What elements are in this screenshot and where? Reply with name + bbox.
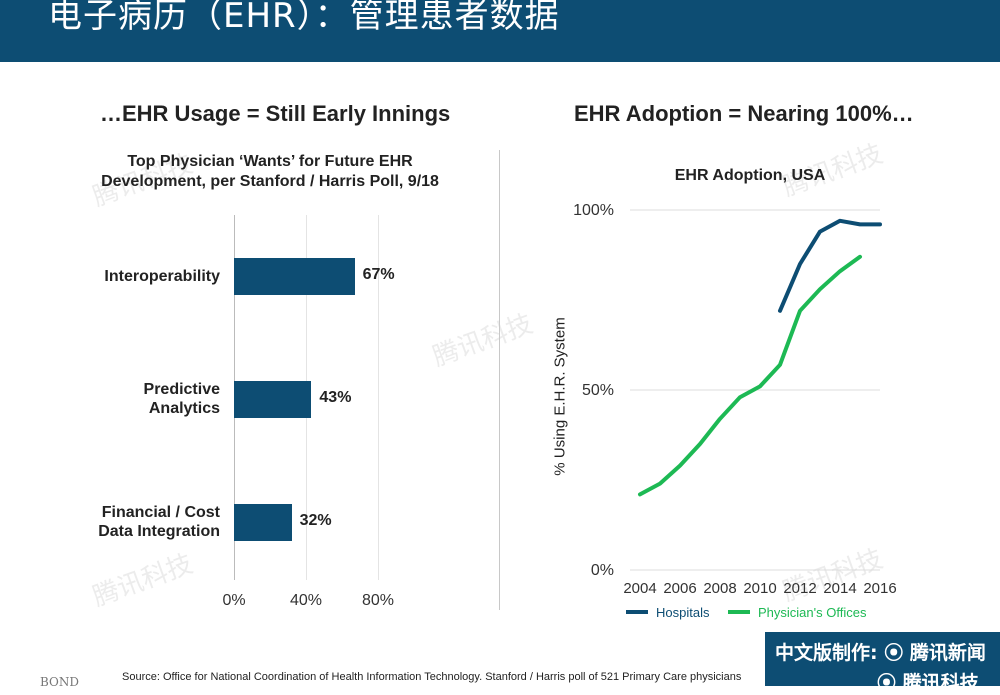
bond-logo: BOND (40, 675, 79, 689)
bar (234, 257, 355, 295)
series-line-physician-s-offices (638, 254, 862, 497)
bar-x-tick: 80% (361, 592, 395, 609)
line-x-tick: 2008 (703, 580, 736, 597)
bar-x-tick: 0% (222, 592, 246, 609)
bar-chart-title: Top Physician ‘Wants’ for Future EHR Dev… (80, 152, 460, 192)
line-x-tick: 2014 (823, 580, 856, 597)
line-x-tick: 2012 (783, 580, 816, 597)
page-title: 电子病历（EHR）：管理患者数据 (48, 0, 560, 36)
bar (234, 503, 292, 541)
line-y-tick: 50% (582, 382, 614, 399)
brand-band: 中文版制作: ⦿ 腾讯新闻 ⦿ 腾讯科技 (765, 632, 1000, 694)
panel-divider (499, 150, 500, 610)
line-x-tick: 2004 (623, 580, 656, 597)
source-note: Source: Office for National Coordination… (122, 671, 742, 683)
right-heading: EHR Adoption = Nearing 100%… (574, 101, 914, 126)
header-band: 电子病历（EHR）：管理患者数据 (0, 0, 1000, 62)
legend-label: Physician's Offices (758, 605, 867, 620)
line-x-tick: 2010 (743, 580, 776, 597)
series-line-hospitals (778, 218, 882, 313)
bar-category-label: Predictive Analytics (143, 381, 220, 417)
line-y-tick: 100% (573, 202, 614, 219)
bar-chart-title-line2: Development, per Stanford / Harris Poll,… (101, 173, 439, 190)
bar-category-label: Interoperability (104, 267, 220, 285)
bar-category-label: Financial / Cost Data Integration (98, 504, 220, 540)
bar-axis-gridline (378, 215, 379, 580)
left-heading: …EHR Usage = Still Early Innings (100, 101, 451, 126)
line-x-tick: 2006 (663, 580, 696, 597)
brand-credit-2: ⦿ 腾讯科技 (877, 672, 979, 694)
bar-value-label: 67% (362, 266, 395, 283)
bar-chart-title-line1: Top Physician ‘Wants’ for Future EHR (127, 153, 413, 170)
line-x-tick: 2016 (863, 580, 896, 597)
bar-x-tick: 40% (289, 592, 323, 609)
brand-credit: 中文版制作: ⦿ 腾讯新闻 (775, 642, 986, 664)
line-y-tick: 0% (591, 562, 614, 579)
bar-value-label: 32% (299, 512, 332, 529)
line-chart-title: EHR Adoption, USA (674, 167, 826, 184)
bar-value-label: 43% (319, 389, 352, 406)
bar (234, 380, 312, 418)
legend-label: Hospitals (656, 605, 710, 620)
